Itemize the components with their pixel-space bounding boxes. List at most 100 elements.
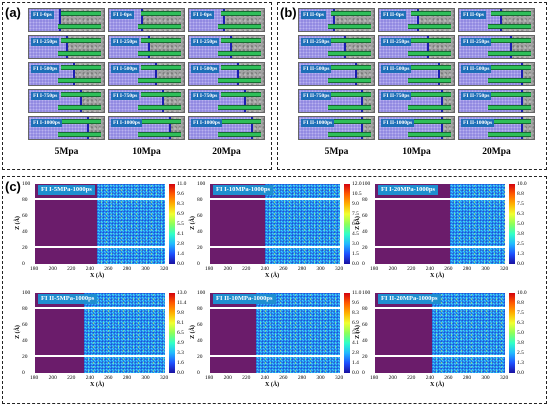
x-tick-label: 300	[481, 375, 490, 381]
x-tick-label: 220	[407, 266, 416, 272]
fluid-density-field	[97, 184, 165, 264]
fluid-density-field	[84, 293, 165, 373]
y-tick-label: 60	[362, 213, 368, 219]
x-tick-label: 200	[48, 266, 57, 272]
color-bar-tick: 3.0	[352, 241, 359, 247]
x-tick-label: 280	[122, 266, 132, 272]
upper-wall	[141, 11, 181, 16]
x-tick-label: 300	[316, 266, 325, 272]
density-map	[375, 184, 505, 264]
y-tick-label: 80	[22, 306, 28, 312]
snapshot-cell: FI I-750ps	[188, 89, 265, 113]
x-tick-label: 320	[335, 266, 344, 272]
y-axis-label: Z (Å)	[189, 216, 196, 230]
color-bar-tick: 0.0	[352, 370, 359, 376]
lower-wall	[488, 105, 531, 110]
upper-wall	[491, 11, 531, 16]
snapshot-cell: FI I-1000ps	[188, 116, 265, 140]
lower-wall	[328, 78, 371, 83]
displacement-front	[361, 90, 363, 112]
snapshot-cell: FI I-0ps	[28, 8, 105, 32]
x-tick-label: 240	[425, 266, 434, 272]
color-bar-tick: 1.4	[177, 251, 184, 257]
color-bar-tick: 0.0	[177, 261, 184, 267]
y-tick-label: 0	[22, 261, 25, 267]
displacement-front	[237, 63, 239, 85]
y-axis-label: Z (Å)	[14, 325, 21, 339]
lower-wall	[408, 105, 451, 110]
displacement-front	[66, 36, 68, 58]
x-tick-label: 220	[407, 375, 416, 381]
color-bar-tick: 8.8	[517, 191, 524, 197]
panel-a-frame	[2, 2, 272, 170]
color-bar-tick: 9.8	[177, 310, 184, 316]
snapshot-label: FI I-500ps	[191, 65, 220, 73]
displacement-front	[148, 36, 150, 58]
color-bar-tick: 2.8	[352, 350, 359, 356]
x-tick-label: 280	[462, 375, 472, 381]
lower-wall	[218, 132, 261, 137]
y-axis-label: Z (Å)	[354, 325, 361, 339]
snapshot-cell: FI II-500ps	[458, 62, 535, 86]
upper-wall	[331, 38, 371, 43]
upper-wall-line	[375, 307, 505, 309]
density-map	[210, 184, 340, 264]
color-bar-tick: 7.5	[352, 211, 359, 217]
upper-wall	[141, 119, 181, 124]
displacement-front	[344, 36, 346, 58]
upper-wall	[61, 65, 101, 70]
color-bar-tick: 2.5	[517, 241, 524, 247]
y-tick-label: 40	[362, 229, 368, 235]
displacement-front	[141, 9, 143, 31]
y-tick-label: 20	[362, 354, 368, 360]
snapshot-label: FI II-750ps	[301, 92, 332, 100]
color-bar-tick: 9.6	[177, 191, 184, 197]
displacement-front	[333, 9, 335, 31]
color-bar-tick: 5.5	[177, 221, 184, 227]
color-bar	[169, 184, 175, 264]
density-map	[210, 293, 340, 373]
map-title: FI I-10MPa-1000ps	[213, 185, 273, 195]
x-tick-label: 320	[500, 375, 509, 381]
upper-wall-line	[210, 198, 340, 200]
y-tick-label: 20	[22, 245, 28, 251]
displacement-front	[230, 36, 232, 58]
snapshot-label: FI I-500ps	[31, 65, 60, 73]
upper-wall	[491, 38, 531, 43]
color-bar-tick: 6.3	[517, 320, 524, 326]
color-bar-tick: 6.0	[352, 221, 359, 227]
fluid-density-field	[432, 293, 505, 373]
lower-wall	[218, 51, 261, 56]
upper-wall-line	[35, 307, 165, 309]
displacement-front	[251, 117, 253, 139]
x-tick-label: 300	[141, 375, 150, 381]
snapshot-cell: FI II-750ps	[378, 89, 455, 113]
upper-wall	[411, 11, 451, 16]
density-map	[35, 293, 165, 373]
snapshot-cell: FI II-250ps	[378, 35, 455, 59]
snapshot-label: FI II-1000ps	[461, 119, 495, 127]
x-tick-label: 280	[297, 375, 307, 381]
lower-wall	[218, 24, 261, 29]
color-bar-tick: 1.5	[352, 251, 359, 257]
y-tick-label: 40	[197, 229, 203, 235]
snapshot-cell: FI II-750ps	[458, 89, 535, 113]
upper-wall	[221, 11, 261, 16]
x-tick-label: 320	[160, 266, 169, 272]
color-bar-tick: 3.8	[517, 340, 524, 346]
displacement-front	[244, 90, 246, 112]
snapshot-cell: FI I-750ps	[28, 89, 105, 113]
color-bar-tick: 6.9	[177, 211, 184, 217]
x-tick-label: 200	[388, 266, 397, 272]
color-bar-tick: 11.0	[177, 181, 187, 187]
color-bar-tick: 6.3	[517, 211, 524, 217]
y-tick-label: 40	[197, 338, 203, 344]
x-tick-label: 240	[260, 375, 269, 381]
x-axis-label: X (Å)	[430, 273, 445, 279]
x-tick-label: 260	[444, 375, 453, 381]
displacement-front	[427, 36, 429, 58]
y-tick-label: 40	[362, 338, 368, 344]
color-bar-tick: 0.0	[352, 261, 359, 267]
color-bar-tick: 4.9	[177, 340, 184, 346]
x-tick-label: 180	[370, 266, 379, 272]
